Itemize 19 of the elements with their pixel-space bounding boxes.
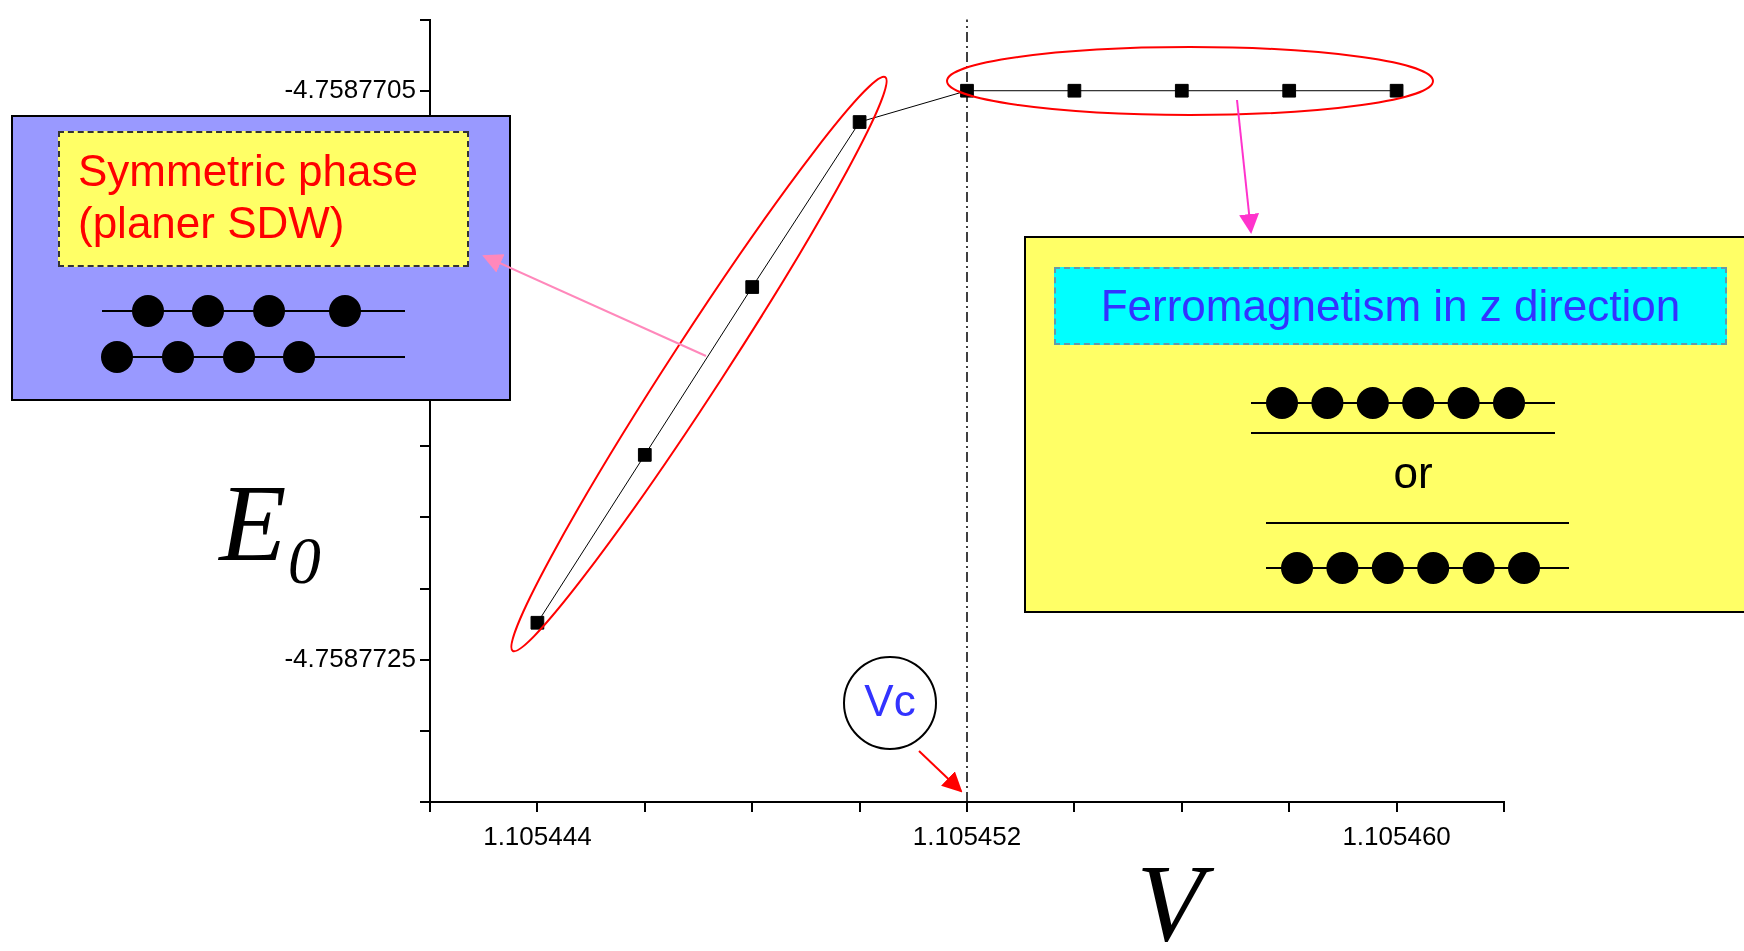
annotation: Ferromagnetism in z direction — [1054, 267, 1727, 345]
point — [745, 280, 760, 294]
point — [852, 115, 867, 129]
x-tick-label: 1.105460 — [1342, 820, 1451, 851]
point — [1067, 83, 1082, 98]
x-tick-label: 1.105452 — [912, 820, 1022, 851]
point — [1174, 83, 1189, 98]
y-axis-title: E₀ — [217, 462, 325, 584]
point — [1282, 83, 1297, 98]
annotation: or — [1392, 448, 1434, 498]
point — [637, 448, 652, 462]
x-axis-title: V — [1136, 842, 1215, 951]
y-tick-label: -4.7587705 — [284, 73, 416, 104]
x-tick-label: 1.105444 — [483, 820, 592, 851]
text: Symmetric phase (planer SDW) — [58, 131, 469, 267]
annotation: Vc — [863, 676, 917, 726]
y-tick-label: -4.7587725 — [284, 642, 416, 673]
point — [530, 615, 545, 630]
point — [1389, 83, 1404, 98]
